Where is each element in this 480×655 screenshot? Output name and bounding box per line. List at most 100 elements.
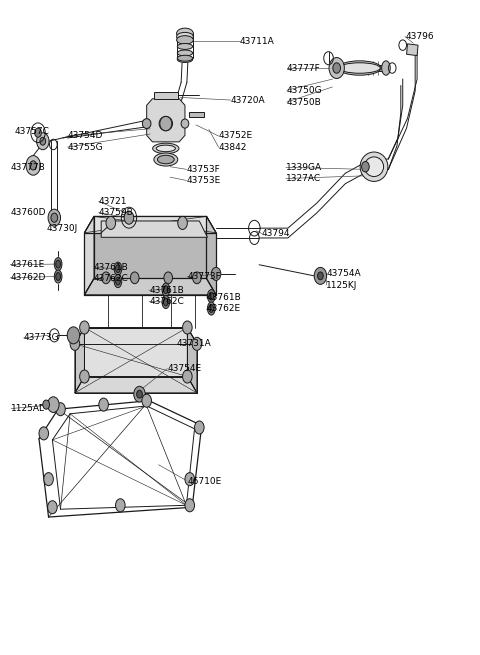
Ellipse shape <box>162 283 169 296</box>
Text: 43754D: 43754D <box>68 132 103 140</box>
Text: 43720A: 43720A <box>230 96 265 105</box>
Text: 43761E: 43761E <box>10 260 45 269</box>
Circle shape <box>116 498 125 512</box>
Ellipse shape <box>163 298 168 306</box>
Circle shape <box>102 272 110 284</box>
Polygon shape <box>206 216 216 295</box>
Text: 43754E: 43754E <box>167 364 202 373</box>
Polygon shape <box>84 216 94 295</box>
Text: 43796: 43796 <box>405 32 434 41</box>
Text: 46710E: 46710E <box>187 477 222 485</box>
Circle shape <box>211 267 221 280</box>
Polygon shape <box>75 377 197 393</box>
Text: 43711A: 43711A <box>240 37 275 46</box>
Ellipse shape <box>157 155 174 164</box>
Polygon shape <box>84 328 187 377</box>
Circle shape <box>185 473 194 485</box>
Text: 43755G: 43755G <box>68 143 103 151</box>
Ellipse shape <box>177 28 193 39</box>
Ellipse shape <box>209 305 214 312</box>
Circle shape <box>182 321 192 334</box>
Ellipse shape <box>54 270 62 283</box>
Circle shape <box>318 272 323 280</box>
Ellipse shape <box>116 277 120 285</box>
Text: 43731A: 43731A <box>177 339 212 348</box>
Ellipse shape <box>56 272 60 280</box>
Text: 1327AC: 1327AC <box>286 174 321 183</box>
Text: 43777F: 43777F <box>287 64 321 73</box>
Ellipse shape <box>153 143 179 154</box>
Ellipse shape <box>177 43 192 49</box>
Ellipse shape <box>209 292 214 300</box>
Ellipse shape <box>181 119 189 128</box>
Circle shape <box>182 370 192 383</box>
Circle shape <box>70 337 80 350</box>
Circle shape <box>185 498 194 512</box>
Ellipse shape <box>114 262 122 275</box>
Polygon shape <box>75 328 84 393</box>
Polygon shape <box>154 92 178 99</box>
Text: 43761B: 43761B <box>149 286 184 295</box>
Ellipse shape <box>177 55 192 61</box>
Circle shape <box>314 267 326 284</box>
Ellipse shape <box>154 153 178 166</box>
Circle shape <box>333 63 340 73</box>
Circle shape <box>48 209 60 226</box>
Polygon shape <box>84 278 216 295</box>
Circle shape <box>131 272 139 284</box>
Circle shape <box>194 421 204 434</box>
Text: 1339GA: 1339GA <box>286 163 322 172</box>
Ellipse shape <box>143 119 151 128</box>
Text: 43721: 43721 <box>99 197 127 206</box>
Circle shape <box>80 321 89 334</box>
Polygon shape <box>407 44 418 56</box>
Circle shape <box>35 128 41 138</box>
Text: 1125KJ: 1125KJ <box>326 280 358 290</box>
Text: 43760D: 43760D <box>10 208 46 217</box>
Text: 43750G: 43750G <box>287 86 323 95</box>
Circle shape <box>67 327 80 344</box>
Ellipse shape <box>163 286 168 293</box>
Ellipse shape <box>364 157 384 176</box>
Circle shape <box>39 427 48 440</box>
Circle shape <box>36 133 49 150</box>
Text: 43753E: 43753E <box>186 176 221 185</box>
Text: 43777B: 43777B <box>10 163 45 172</box>
Circle shape <box>178 216 187 229</box>
Ellipse shape <box>338 61 381 75</box>
Circle shape <box>30 161 36 170</box>
Ellipse shape <box>177 56 192 62</box>
Circle shape <box>26 156 40 175</box>
Ellipse shape <box>116 265 120 272</box>
Polygon shape <box>75 328 197 344</box>
Ellipse shape <box>114 274 122 288</box>
Text: 43730J: 43730J <box>46 224 77 233</box>
Text: 43761B: 43761B <box>94 263 129 272</box>
Polygon shape <box>84 233 216 295</box>
Circle shape <box>329 58 344 79</box>
Text: 43773F: 43773F <box>187 272 221 281</box>
Text: 43773G: 43773G <box>24 333 60 343</box>
Text: 43762C: 43762C <box>94 274 129 283</box>
Text: 43759B: 43759B <box>99 208 133 217</box>
Polygon shape <box>187 328 197 393</box>
Text: 43754A: 43754A <box>326 269 361 278</box>
Text: 43753F: 43753F <box>186 165 220 174</box>
Ellipse shape <box>207 302 215 315</box>
Ellipse shape <box>159 117 172 131</box>
Text: 43794: 43794 <box>262 229 290 238</box>
Circle shape <box>51 213 58 222</box>
Circle shape <box>106 216 116 229</box>
Text: 43762C: 43762C <box>149 297 184 306</box>
Text: 43757C: 43757C <box>15 127 50 136</box>
Ellipse shape <box>339 63 380 73</box>
Ellipse shape <box>207 290 215 303</box>
Polygon shape <box>94 216 206 278</box>
Ellipse shape <box>360 152 388 181</box>
Circle shape <box>192 272 201 284</box>
Circle shape <box>44 473 53 485</box>
Text: 1125AL: 1125AL <box>11 404 45 413</box>
Text: 43842: 43842 <box>218 143 247 151</box>
Ellipse shape <box>177 35 193 44</box>
Ellipse shape <box>54 257 62 271</box>
